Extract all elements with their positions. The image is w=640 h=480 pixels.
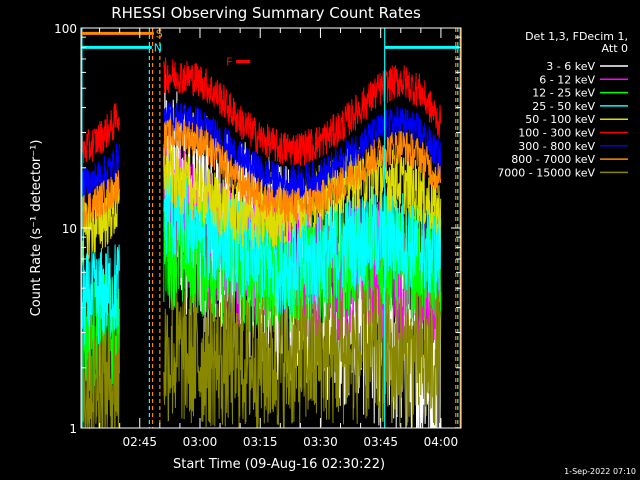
legend-entry-label: 3 - 6 keV: [546, 60, 595, 73]
series-line: [80, 312, 120, 430]
x-tick-label: 02:45: [122, 435, 157, 449]
series-line: [80, 176, 120, 266]
x-tick-label: 03:30: [303, 435, 338, 449]
x-tick-label: 03:15: [243, 435, 278, 449]
series-25-50-kev: [80, 164, 442, 350]
series-line: [80, 244, 120, 350]
x-tick-label: 03:45: [363, 435, 398, 449]
legend-entry-label: 7000 - 15000 keV: [497, 166, 595, 179]
legend-header-line: Att 0: [602, 42, 628, 55]
legend-entry-label: 12 - 25 keV: [532, 87, 595, 100]
y-tick-label: 100: [54, 22, 77, 36]
legend-entry-label: 300 - 800 keV: [518, 140, 595, 153]
annotation-label: F: [226, 55, 232, 68]
y-tick-label: 1: [69, 422, 77, 436]
series-line: [163, 57, 442, 167]
annotation-label: S: [156, 27, 163, 40]
series-7000-15000-kev: [80, 285, 442, 430]
chart-title: RHESSI Observing Summary Count Rates: [111, 4, 421, 22]
series-line: [163, 164, 442, 316]
series-50-100-kev: [80, 145, 442, 266]
y-axis-label: Count Rate (s⁻¹ detector⁻¹): [29, 140, 44, 317]
legend-entry-label: 6 - 12 keV: [539, 73, 595, 86]
series-800-7000-kev: [80, 117, 442, 229]
legend-entry-label: 800 - 7000 keV: [511, 153, 595, 166]
annotation-label: N: [154, 41, 162, 54]
series-line: [163, 117, 442, 223]
legend-entry-label: 50 - 100 keV: [525, 113, 595, 126]
series-line: [80, 143, 120, 204]
legend-header-line: Det 1,3, FDecim 1,: [525, 30, 628, 43]
footer-timestamp: 1-Sep-2022 07:10: [564, 467, 636, 476]
series-line: [163, 285, 442, 429]
series-line: [163, 145, 442, 249]
y-tick-label: 10: [62, 222, 77, 236]
legend-entry-label: 100 - 300 keV: [518, 127, 595, 140]
x-tick-label: 03:00: [183, 435, 218, 449]
x-axis-label: Start Time (09-Aug-16 02:30:22): [173, 457, 385, 472]
plot-layer: SN F 02:45 03:00 03:15 03:30 03:45 04:00 1 10 100: [54, 22, 462, 449]
series-line: [80, 103, 120, 168]
x-tick-label: 04:00: [424, 435, 459, 449]
legend-entry-label: 25 - 50 keV: [532, 100, 595, 113]
series-line: [80, 170, 120, 229]
series-100-300-kev: [80, 57, 442, 168]
